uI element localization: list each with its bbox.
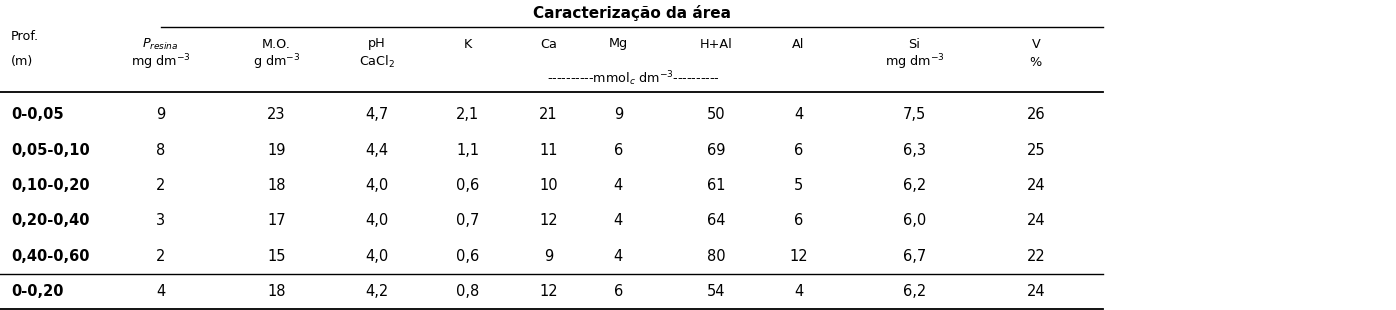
Text: mg dm$^{-3}$: mg dm$^{-3}$: [885, 52, 944, 72]
Text: 2: 2: [156, 249, 165, 264]
Text: 12: 12: [789, 249, 808, 264]
Text: $\mathrm{CaCl_2}$: $\mathrm{CaCl_2}$: [359, 54, 395, 70]
Text: 25: 25: [1026, 143, 1046, 157]
Text: 6,0: 6,0: [903, 213, 926, 228]
Text: 4,7: 4,7: [366, 107, 388, 122]
Text: 4,0: 4,0: [366, 178, 388, 193]
Text: 9: 9: [614, 107, 623, 122]
Text: $P_{resina}$: $P_{resina}$: [142, 37, 179, 51]
Text: 24: 24: [1026, 178, 1046, 193]
Text: Si: Si: [909, 38, 920, 51]
Text: 18: 18: [267, 284, 286, 299]
Text: 26: 26: [1026, 107, 1046, 122]
Text: mg dm$^{-3}$: mg dm$^{-3}$: [131, 52, 190, 72]
Text: V: V: [1032, 38, 1040, 51]
Text: 9: 9: [156, 107, 165, 122]
Text: 50: 50: [706, 107, 726, 122]
Text: 6,2: 6,2: [903, 178, 926, 193]
Text: Mg: Mg: [609, 38, 628, 51]
Text: 6,3: 6,3: [903, 143, 926, 157]
Text: 0,6: 0,6: [456, 249, 479, 264]
Text: 24: 24: [1026, 284, 1046, 299]
Text: 6,7: 6,7: [903, 249, 926, 264]
Text: 3: 3: [156, 213, 165, 228]
Text: 6: 6: [614, 284, 623, 299]
Text: 17: 17: [267, 213, 286, 228]
Text: 64: 64: [706, 213, 726, 228]
Text: 80: 80: [706, 249, 726, 264]
Text: 54: 54: [706, 284, 726, 299]
Text: 1,1: 1,1: [456, 143, 479, 157]
Text: 6,2: 6,2: [903, 284, 926, 299]
Text: 22: 22: [1026, 249, 1046, 264]
Text: 0,05-0,10: 0,05-0,10: [11, 143, 89, 157]
Text: 4,0: 4,0: [366, 213, 388, 228]
Text: 61: 61: [706, 178, 726, 193]
Text: 0,10-0,20: 0,10-0,20: [11, 178, 89, 193]
Text: 0-0,05: 0-0,05: [11, 107, 64, 122]
Text: K: K: [463, 38, 472, 51]
Text: 4: 4: [794, 107, 803, 122]
Text: 4: 4: [156, 284, 165, 299]
Text: 0-0,20: 0-0,20: [11, 284, 64, 299]
Text: Al: Al: [793, 38, 804, 51]
Text: 6: 6: [794, 143, 803, 157]
Text: 4: 4: [614, 249, 623, 264]
Text: Ca: Ca: [540, 38, 557, 51]
Text: 0,7: 0,7: [456, 213, 479, 228]
Text: 11: 11: [539, 143, 558, 157]
Text: 10: 10: [539, 178, 558, 193]
Text: 4,4: 4,4: [366, 143, 388, 157]
Text: 0,8: 0,8: [456, 284, 479, 299]
Text: 69: 69: [706, 143, 726, 157]
Text: 12: 12: [539, 284, 558, 299]
Text: pH: pH: [369, 38, 385, 51]
Text: Caracterização da área: Caracterização da área: [533, 5, 730, 21]
Text: 6: 6: [614, 143, 623, 157]
Text: 23: 23: [267, 107, 286, 122]
Text: 4: 4: [614, 213, 623, 228]
Text: 2,1: 2,1: [456, 107, 479, 122]
Text: 12: 12: [539, 213, 558, 228]
Text: 15: 15: [267, 249, 286, 264]
Text: 6: 6: [794, 213, 803, 228]
Text: 5: 5: [794, 178, 803, 193]
Text: %: %: [1030, 55, 1041, 69]
Text: (m): (m): [11, 55, 34, 69]
Text: ----------mmol$_c$ dm$^{-3}$----------: ----------mmol$_c$ dm$^{-3}$----------: [547, 70, 719, 88]
Text: 0,20-0,40: 0,20-0,40: [11, 213, 89, 228]
Text: M.O.: M.O.: [262, 38, 290, 51]
Text: 18: 18: [267, 178, 286, 193]
Text: g dm$^{-3}$: g dm$^{-3}$: [253, 52, 300, 72]
Text: 2: 2: [156, 178, 165, 193]
Text: 8: 8: [156, 143, 165, 157]
Text: 9: 9: [544, 249, 553, 264]
Text: 21: 21: [539, 107, 558, 122]
Text: 4: 4: [614, 178, 623, 193]
Text: 7,5: 7,5: [903, 107, 926, 122]
Text: 0,6: 0,6: [456, 178, 479, 193]
Text: 4: 4: [794, 284, 803, 299]
Text: 24: 24: [1026, 213, 1046, 228]
Text: 0,40-0,60: 0,40-0,60: [11, 249, 89, 264]
Text: 4,0: 4,0: [366, 249, 388, 264]
Text: 19: 19: [267, 143, 286, 157]
Text: 4,2: 4,2: [366, 284, 388, 299]
Text: Prof.: Prof.: [11, 30, 39, 43]
Text: H+Al: H+Al: [699, 38, 733, 51]
